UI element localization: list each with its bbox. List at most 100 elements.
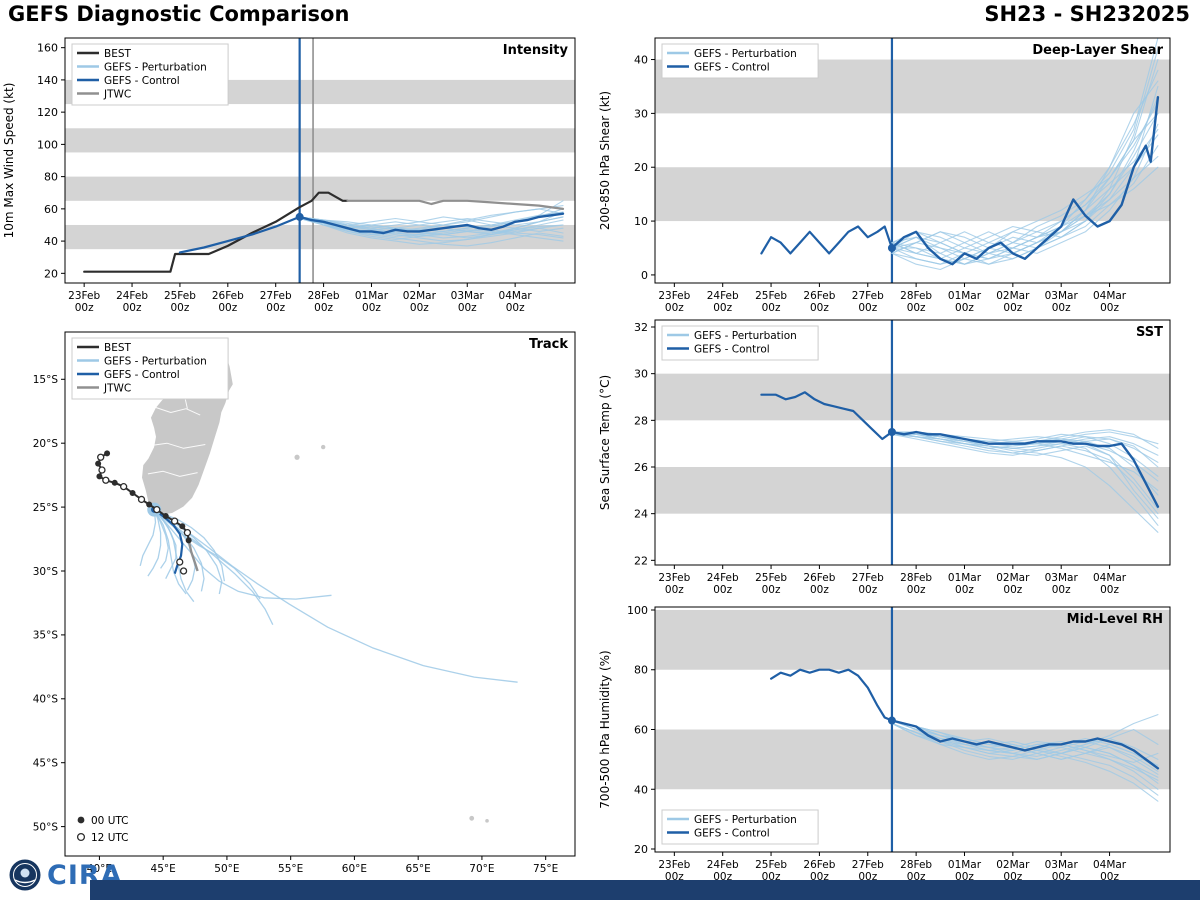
svg-text:GEFS - Perturbation: GEFS - Perturbation	[104, 355, 207, 367]
best-fix-00utc	[179, 523, 186, 530]
track-map-panel: 40°E 45°E 50°E 55°E 60°E 65°E 70°E 75°E 15°S 20°S…	[0, 326, 594, 878]
control-forecast-line	[890, 430, 1160, 508]
category-band	[655, 609, 1170, 670]
svg-text:65°E: 65°E	[406, 863, 431, 875]
svg-text:50°S: 50°S	[33, 821, 59, 833]
svg-text:25Feb: 25Feb	[164, 290, 196, 302]
svg-text:75°E: 75°E	[533, 863, 558, 875]
control-forecast-line	[890, 719, 1160, 770]
category-band	[65, 128, 575, 153]
svg-text:35°S: 35°S	[33, 630, 59, 642]
region-border	[149, 442, 206, 449]
region-border	[155, 406, 201, 416]
svg-text:00z: 00z	[123, 302, 142, 313]
svg-text:27Feb: 27Feb	[852, 290, 884, 302]
page-title: GEFS Diagnostic Comparison	[8, 2, 350, 26]
svg-text:00z: 00z	[858, 584, 877, 596]
category-band	[655, 373, 1170, 421]
svg-text:160: 160	[37, 42, 58, 55]
svg-text:00z: 00z	[810, 871, 829, 880]
svg-text:27Feb: 27Feb	[260, 290, 292, 302]
svg-text:70°E: 70°E	[469, 863, 494, 875]
svg-text:26Feb: 26Feb	[803, 290, 835, 302]
y-axis-label: 10m Max Wind Speed (kt)	[2, 83, 16, 239]
svg-text:00z: 00z	[266, 302, 285, 313]
svg-text:20°S: 20°S	[33, 438, 59, 450]
control-history-line	[178, 215, 301, 254]
svg-text:20: 20	[634, 843, 648, 856]
svg-text:24Feb: 24Feb	[116, 290, 148, 302]
svg-text:23Feb: 23Feb	[658, 572, 690, 584]
svg-text:80: 80	[44, 171, 58, 184]
svg-text:00z: 00z	[858, 302, 877, 313]
region-border	[147, 470, 198, 477]
ensemble-member-line	[891, 134, 1159, 254]
svg-text:00z: 00z	[218, 302, 237, 313]
category-band	[655, 467, 1170, 514]
svg-text:23Feb: 23Feb	[658, 859, 690, 871]
control-forecast-line	[298, 212, 565, 235]
svg-text:24: 24	[634, 508, 648, 521]
svg-text:GEFS - Control: GEFS - Control	[104, 369, 180, 381]
ensemble-member-line	[299, 216, 564, 231]
cira-seal-icon	[9, 859, 41, 891]
svg-text:00z: 00z	[1100, 584, 1119, 596]
panel-title: Mid-Level RH	[1067, 612, 1163, 627]
svg-text:25Feb: 25Feb	[755, 572, 787, 584]
svg-text:23Feb: 23Feb	[658, 290, 690, 302]
sst-svg: 22242628303223Feb00z24Feb00z25Feb00z26Fe…	[598, 319, 1171, 596]
best-fix-12utc	[183, 529, 192, 537]
y-axis-label: 200-850 hPa Shear (kt)	[598, 91, 612, 230]
svg-text:03Mar: 03Mar	[1045, 859, 1079, 871]
svg-text:28Feb: 28Feb	[900, 859, 932, 871]
svg-text:01Mar: 01Mar	[355, 290, 389, 302]
ensemble-member-line	[299, 208, 564, 234]
best-fix-12utc	[97, 453, 105, 461]
svg-text:00z: 00z	[955, 584, 974, 596]
svg-text:40°E: 40°E	[87, 863, 112, 875]
svg-text:40: 40	[634, 54, 648, 67]
best-fix-12utc	[170, 517, 179, 525]
category-band	[65, 176, 575, 201]
svg-text:GEFS - Control: GEFS - Control	[694, 61, 770, 73]
svg-text:00z: 00z	[314, 302, 333, 313]
ensemble-member-track	[153, 509, 274, 625]
svg-text:25Feb: 25Feb	[755, 290, 787, 302]
sst-panel: 22 24 26 28 30 32 23Feb 00z 24Feb 00z 25Feb 00z 26Fe…	[596, 313, 1200, 600]
svg-text:40°S: 40°S	[33, 694, 59, 706]
svg-text:00z: 00z	[713, 584, 732, 596]
best-fix-00utc	[111, 479, 118, 486]
svg-text:25°S: 25°S	[33, 502, 59, 514]
svg-text:28Feb: 28Feb	[308, 290, 340, 302]
svg-text:00z: 00z	[75, 302, 94, 313]
svg-text:00z: 00z	[1052, 871, 1071, 880]
svg-text:03Mar: 03Mar	[1045, 290, 1079, 302]
svg-text:28: 28	[634, 414, 648, 427]
control-history-line	[760, 225, 893, 255]
analysis-dot	[887, 244, 896, 252]
ensemble-member-track	[139, 509, 157, 567]
svg-text:12 UTC: 12 UTC	[91, 832, 129, 844]
svg-text:00z: 00z	[506, 302, 525, 313]
svg-text:60°E: 60°E	[342, 863, 367, 875]
svg-text:40: 40	[44, 235, 58, 248]
ensemble-member-line	[891, 719, 1159, 763]
ensemble-member-line	[891, 719, 1159, 760]
control-history-line	[770, 668, 893, 722]
svg-text:00z: 00z	[1100, 302, 1119, 313]
ensemble-member-line	[891, 112, 1159, 260]
best-line	[83, 191, 349, 273]
svg-text:02Mar: 02Mar	[996, 290, 1030, 302]
svg-text:32: 32	[634, 321, 648, 334]
shear-panel: 0 10 20 30 40 23Feb 00z 24Feb 00z 25Feb 00z 26Feb 00…	[596, 30, 1200, 313]
island	[485, 819, 489, 823]
cira-logo: CIRA	[8, 858, 123, 892]
svg-text:24Feb: 24Feb	[707, 572, 739, 584]
control-forecast-line	[890, 96, 1160, 266]
svg-text:27Feb: 27Feb	[852, 572, 884, 584]
svg-text:01Mar: 01Mar	[948, 290, 982, 302]
ensemble-member-line	[891, 37, 1159, 265]
